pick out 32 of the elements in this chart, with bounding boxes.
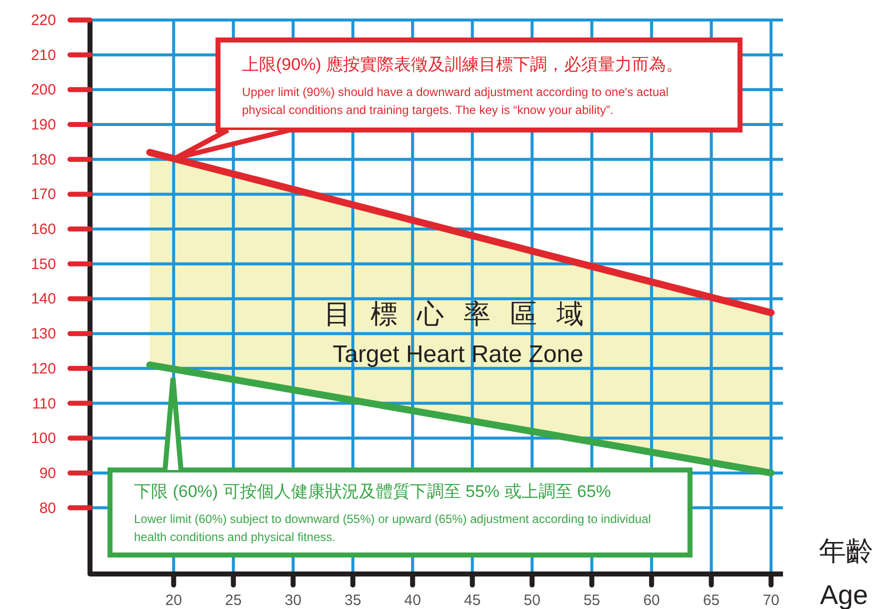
x-tick-label: 70 — [762, 592, 780, 609]
callout-upper-limit: 上限(90%) 應按實際表徵及訓練目標下調，必須量力而為。 Upper limit (90%) should have a downward adjustment according to one's actual physical conditions and training targets. The key is “know your ability”. — [174, 38, 742, 160]
x-tick-label: 30 — [284, 592, 302, 609]
annotation: Upper limit (90%) should have a downward adjustment according to one's actual physical conditions and training targets. The key is “know your ability”. — [242, 85, 669, 117]
y-tick-label: 90 — [39, 464, 56, 482]
x-tick-label: 20 — [165, 592, 182, 609]
x-tick-label: 60 — [643, 592, 660, 609]
y-tick-label: 120 — [30, 360, 56, 378]
x-tick-label: 45 — [464, 592, 481, 609]
annotation: Lower limit (60%) subject to downward (55%) or upward (65%) adjustment according to individual health conditions and physical fitness. — [134, 512, 651, 544]
y-tick-label: 160 — [30, 221, 56, 238]
y-tick-label: 180 — [30, 151, 56, 168]
callout-lower-limit: 下限 (60%) 可按個人健康狀況及體質下調至 55% 或上調至 65% Lower limit (60%) subject to downward (55%) or upward (65%) adjustment according to individual health conditions and physical fitness. — [108, 376, 692, 558]
y-tick-label: 150 — [30, 256, 56, 273]
y-tick-label: 100 — [30, 430, 56, 448]
x-tick-label: 65 — [702, 592, 720, 609]
y-tick-label: 130 — [30, 326, 56, 343]
y-tick-label: 190 — [30, 116, 56, 134]
x-tick-label: 40 — [404, 592, 421, 609]
x-tick-label: 35 — [344, 592, 362, 609]
y-tick-label: 170 — [30, 186, 56, 204]
y-tick-label: 220 — [30, 12, 56, 29]
y-tick-label: 110 — [32, 395, 56, 412]
y-tick-label: 140 — [30, 290, 56, 308]
x-tick-label: 25 — [225, 592, 242, 609]
y-tick-label: 210 — [30, 46, 56, 64]
y-tick-label: 200 — [30, 82, 56, 99]
annotation: 上限(90%) 應按實際表徵及訓練目標下調，必須量力而為。 — [242, 55, 684, 74]
x-tick-label: 55 — [583, 592, 600, 609]
annotation: 下限 (60%) 可按個人健康狀況及體質下調至 55% 或上調至 65% — [134, 482, 612, 501]
x-tick-label: 50 — [524, 592, 540, 609]
y-tick-label: 80 — [39, 500, 56, 517]
